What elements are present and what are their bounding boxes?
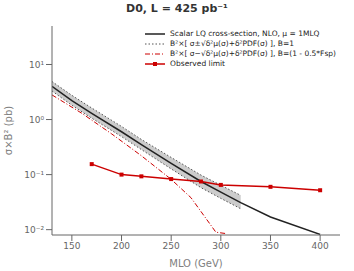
svg-text:10⁻²: 10⁻² [24,225,44,235]
svg-text:400: 400 [312,241,329,251]
svg-text:10⁻¹: 10⁻¹ [24,170,44,180]
svg-text:σ×B² (pb): σ×B² (pb) [3,106,14,155]
svg-text:200: 200 [113,241,130,251]
svg-text:250: 250 [163,241,180,251]
svg-text:350: 350 [262,241,279,251]
svg-text:150: 150 [63,241,80,251]
html-text:B²×[ σ−√δ²μ(σ)+δ²PDF(σ) ], B=(: B²×[ σ−√δ²μ(σ)+δ²PDF(σ) ], B=(1 - 0.5*Fs… [170,49,336,58]
html-text:B²×[ σ±√δ²μ(σ)+δ²PDF(σ) ], B=1: B²×[ σ±√δ²μ(σ)+δ²PDF(σ) ], B=1 [170,39,294,48]
html-text:D0, L = 425 pb⁻¹: D0, L = 425 pb⁻¹ [126,2,228,15]
svg-text:MLO (GeV): MLO (GeV) [169,258,223,269]
svg-text:10¹: 10¹ [29,60,44,70]
html-text:Observed limit: Observed limit [170,59,226,68]
svg-text:10⁰: 10⁰ [29,115,44,125]
html-text:Scalar LQ cross-section, NLO,: Scalar LQ cross-section, NLO, μ = 1MLQ [170,29,320,38]
svg-text:300: 300 [212,241,229,251]
